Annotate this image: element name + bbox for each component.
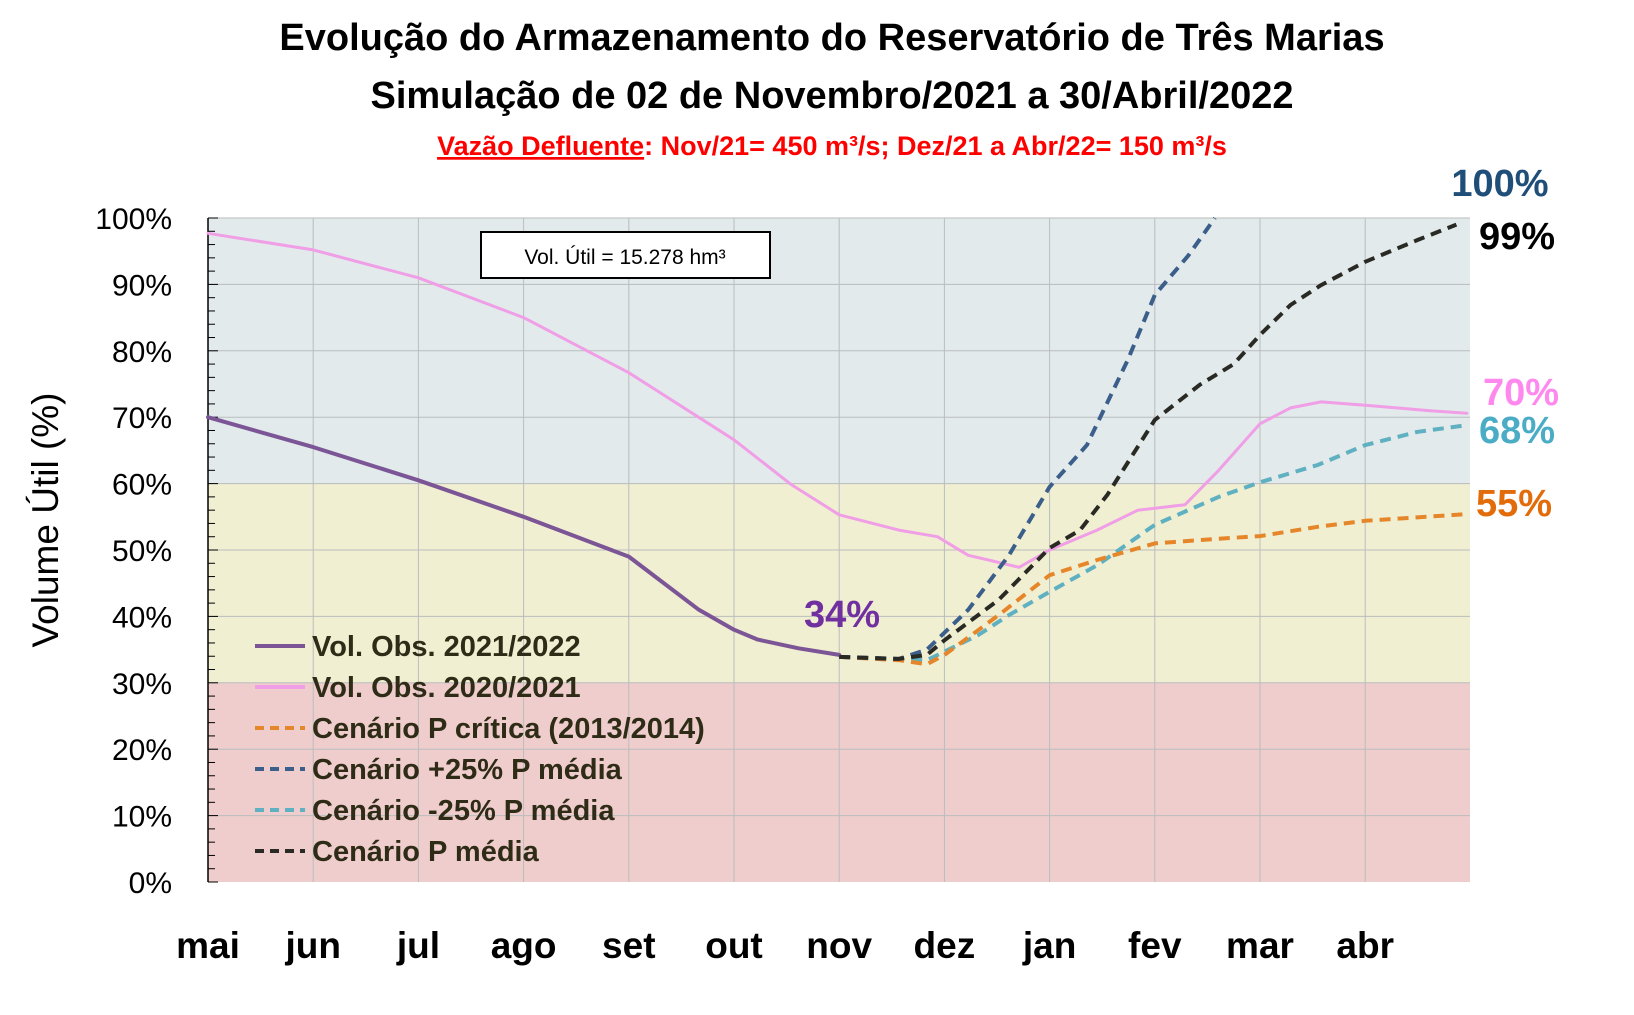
x-tick-label: jan [1022,925,1076,966]
y-tick-label: 10% [112,801,172,834]
legend-label: Cenário -25% P média [312,795,615,827]
annotation-70: 70% [1483,372,1559,414]
chart-subtitle: Simulação de 02 de Novembro/2021 a 30/Ab… [370,75,1293,117]
y-tick-label: 30% [112,668,172,701]
annotation-55: 55% [1476,483,1552,525]
x-tick-label: mar [1226,925,1294,966]
axes: 0% 10% 20% 30% 40% 50% 60% 70% 80% 90% 100% [95,203,218,900]
legend-label: Cenário P média [312,836,540,868]
annotation-100: 100% [1451,163,1548,205]
y-tick-label: 50% [112,535,172,568]
x-tick-label: nov [806,925,872,966]
legend: Vol. Obs. 2021/2022 Vol. Obs. 2020/2021 Ce… [255,631,705,868]
y-tick-label: 80% [112,336,172,369]
legend-label: Cenário +25% P média [312,754,623,786]
info-box-text: Vol. Útil = 15.278 hm³ [524,246,725,269]
series-line-4 [839,423,1468,663]
annotation-99: 99% [1479,216,1555,258]
note-label: Vazão Defluente [437,131,644,161]
y-tick-label: 0% [129,867,172,900]
series-line-2 [839,512,1468,667]
info-box: Vol. Útil = 15.278 hm³ [480,231,771,279]
y-tick-label: 20% [112,734,172,767]
x-tick-label: fev [1128,925,1182,966]
series-line-3 [839,216,1217,661]
x-tick-label: dez [914,925,976,966]
x-tick-label: jun [284,925,340,966]
y-tick-label: 40% [112,601,172,634]
x-tick-label: abr [1336,925,1394,966]
y-tick-label: 70% [112,402,172,435]
x-tick-label: ago [491,925,557,966]
grid: mai jun jul ago set out nov dez jan fev mar abr [176,217,1470,966]
note-text: : Nov/21= 450 m³/s; Dez/21 a Abr/22= 150… [644,131,1227,161]
series-line-0 [206,415,842,657]
chart-note: Vazão Defluente: Nov/21= 450 m³/s; Dez/2… [437,131,1227,161]
y-tick-label: 90% [112,269,172,302]
y-tick-label: 100% [95,203,172,236]
y-tick-label: 60% [112,469,172,502]
annotation-34: 34% [804,594,880,636]
legend-label: Vol. Obs. 2021/2022 [312,631,581,663]
chart-title: Evolução do Armazenamento do Reservatóri… [279,17,1384,59]
legend-label: Cenário P crítica (2013/2014) [312,713,705,745]
y-axis-label: Volume Útil (%) [25,393,66,648]
info-box-frame [480,231,771,279]
annotation-68: 68% [1479,410,1555,452]
series-lines [206,216,1469,667]
legend-label: Vol. Obs. 2020/2021 [312,672,581,704]
x-tick-label: mai [176,925,240,966]
x-tick-label: set [602,925,655,966]
series-line-5 [839,222,1458,661]
x-tick-label: jul [396,925,440,966]
x-tick-label: out [705,925,763,966]
